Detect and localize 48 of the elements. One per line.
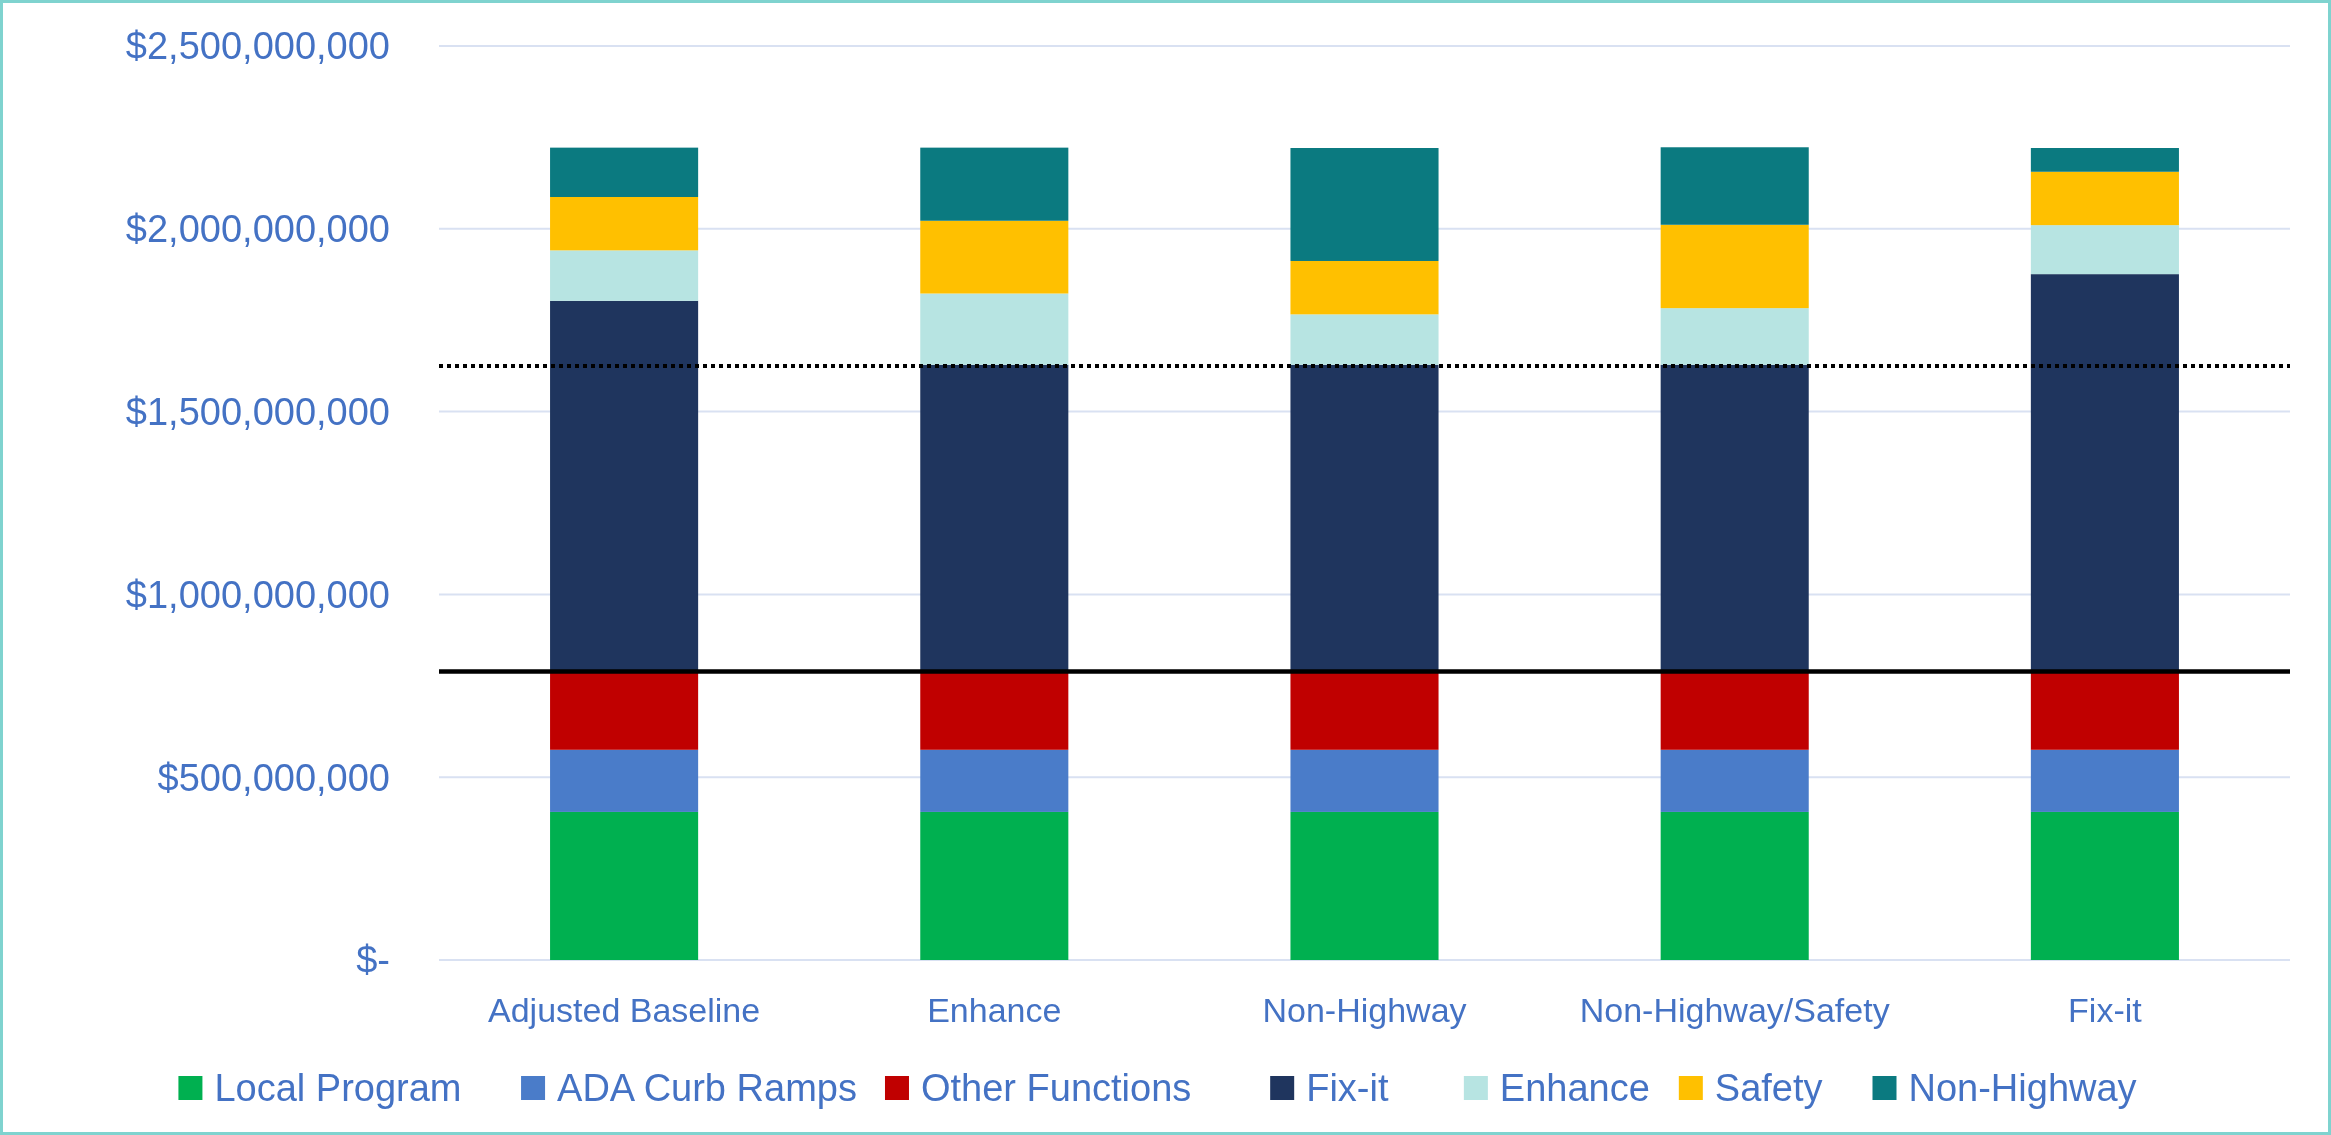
bar: [2030, 148, 2179, 172]
x-tick-label: Non-Highway/Safety: [1579, 991, 1890, 1029]
bar: [550, 672, 699, 750]
bar: [2030, 749, 2179, 812]
legend-label: Non-Highway: [1908, 1067, 2137, 1110]
bar: [2030, 171, 2179, 226]
bar: [2030, 672, 2179, 750]
legend-label: Enhance: [1499, 1067, 1650, 1110]
bar: [550, 147, 699, 197]
bar: [2030, 811, 2179, 960]
y-tick-label: $2,000,000,000: [125, 208, 390, 251]
bar: [1290, 314, 1439, 365]
x-tick-label: Enhance: [927, 991, 1062, 1029]
bar: [1660, 224, 1809, 309]
legend-label: Safety: [1714, 1067, 1823, 1110]
bar: [920, 749, 1069, 812]
bar: [1290, 811, 1439, 960]
bar: [1660, 308, 1809, 365]
bar: [1660, 147, 1809, 225]
bar: [550, 811, 699, 960]
bar: [920, 293, 1069, 365]
y-tick-label: $1,000,000,000: [125, 573, 390, 616]
bar: [920, 147, 1069, 221]
bar: [1290, 672, 1439, 750]
bar: [550, 250, 699, 301]
bar: [1660, 672, 1809, 750]
bar: [550, 196, 699, 251]
x-tick-label: Fix-it: [2068, 991, 2143, 1029]
y-tick-label: $500,000,000: [157, 756, 390, 799]
bar: [1660, 811, 1809, 960]
bar: [550, 749, 699, 812]
x-tick-label: Non-Highway: [1262, 991, 1467, 1029]
legend-label: Other Functions: [920, 1067, 1192, 1110]
y-tick-label: $-: [356, 939, 390, 982]
bar: [1290, 148, 1439, 261]
y-tick-label: $2,500,000,000: [125, 25, 390, 68]
bar: [1290, 260, 1439, 315]
legend-label: Fix-it: [1306, 1067, 1389, 1110]
legend-label: ADA Curb Ramps: [557, 1067, 857, 1110]
bar: [2030, 225, 2179, 275]
x-tick-label: Adjusted Baseline: [488, 991, 761, 1029]
bar: [1660, 749, 1809, 812]
bar: [920, 672, 1069, 750]
bar: [1290, 749, 1439, 812]
bar: [920, 220, 1069, 294]
bar: [920, 811, 1069, 960]
y-tick-label: $1,500,000,000: [125, 390, 390, 433]
legend-label: Local Program: [214, 1067, 462, 1110]
